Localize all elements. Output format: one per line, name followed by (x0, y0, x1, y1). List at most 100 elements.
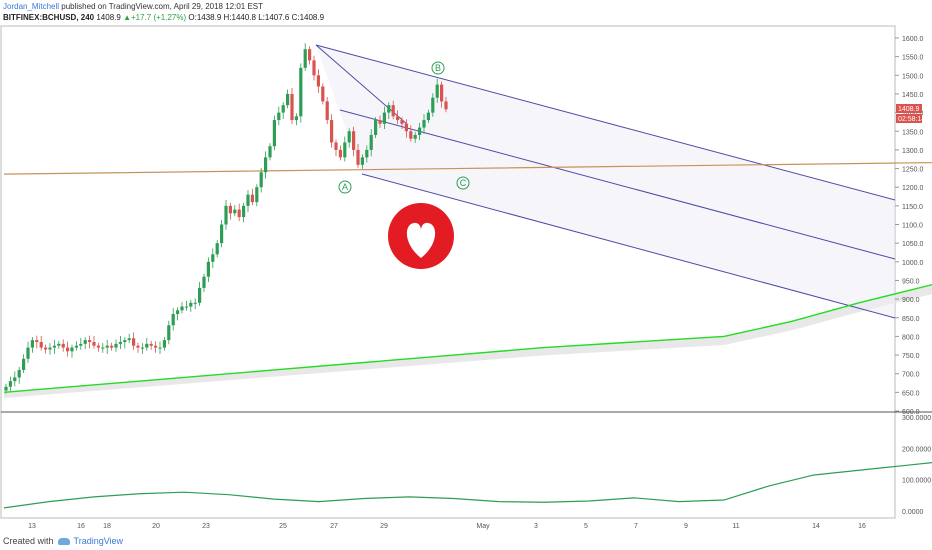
price-axis[interactable]: 1600.01550.01500.01450.01400.01350.01300… (895, 36, 924, 416)
candle-body (264, 157, 268, 173)
price-tick-label: 1200.0 (902, 185, 924, 192)
candle-body (352, 131, 356, 150)
candle-body (286, 93, 290, 106)
candle-body (96, 345, 100, 348)
price-tick-label: 1100.0 (902, 223, 923, 230)
pitchfork-drawing (315, 44, 896, 319)
candle-body (347, 131, 351, 143)
chart-header-line-1: Jordan_Mitchell published on TradingView… (3, 1, 263, 12)
candle-body (8, 381, 12, 387)
candle-body (114, 343, 118, 348)
candle-body (338, 149, 342, 158)
candle-body (246, 194, 250, 206)
time-axis[interactable]: 13 16 18 20 23 25 27 29 May 3 5 7 9 11 14 16 (28, 523, 866, 530)
candle-body (145, 343, 149, 348)
candle-body (250, 194, 254, 203)
candle-body (180, 306, 184, 311)
candle-body (88, 340, 92, 342)
price-tick-label: 650.0 (902, 390, 920, 397)
candle-body (435, 84, 439, 98)
annotation-b: B (431, 61, 445, 75)
candle-body (268, 146, 272, 158)
svg-text:C: C (460, 178, 467, 188)
candle-body (259, 172, 263, 188)
candle-body (176, 310, 180, 315)
candle-body (17, 369, 21, 378)
candle-body (334, 142, 338, 150)
time-tick-label: 25 (279, 523, 287, 530)
candle-body (281, 105, 285, 113)
price-tick-label: 1000.0 (902, 260, 924, 267)
time-tick-label: 18 (103, 523, 111, 530)
candle-body (158, 347, 162, 349)
candle-body (220, 224, 224, 244)
ema-polyline (3, 283, 932, 394)
time-tick-label: 16 (77, 523, 85, 530)
svg-text:A: A (342, 182, 348, 192)
chart-header-line-2: BITFINEX:BCHUSD, 240 1408.9 ▲+17.7 (+1.2… (3, 12, 324, 23)
candle-body (321, 86, 325, 102)
candle-body (396, 116, 400, 121)
candle-body (74, 345, 78, 348)
candle-body (215, 243, 219, 255)
candle-body (92, 341, 96, 346)
indicator-tick-label: 200.0000 (902, 446, 931, 453)
candle-body (83, 340, 87, 344)
candle-body (189, 302, 193, 307)
candle-body (26, 347, 30, 359)
candle-body (167, 325, 171, 341)
price-tick-label: 1150.0 (902, 204, 923, 211)
annotation-a: A (338, 180, 352, 194)
indicator-axis[interactable]: 300.0000 200.0000 100.0000 0.0000 (902, 415, 931, 516)
candle-body (387, 105, 391, 113)
time-tick-label: 3 (534, 523, 538, 530)
time-tick-label: 9 (684, 523, 688, 530)
last-price-tag-label: 1408.9 (898, 106, 920, 113)
candle-body (369, 134, 373, 150)
price-tick-label: 900.0 (902, 297, 920, 304)
candle-body (4, 386, 8, 391)
author-link[interactable]: Jordan_Mitchell (3, 2, 60, 11)
price-tick-label: 1600.0 (902, 36, 924, 43)
candle-body (343, 142, 347, 158)
candle-body (360, 157, 364, 165)
indicator-pane-frame (0, 411, 896, 519)
candle-body (290, 93, 294, 121)
candle-body (444, 101, 448, 110)
indicator-tick-label: 100.0000 (902, 478, 931, 485)
candle-body (409, 131, 413, 139)
price-tick-label: 1450.0 (902, 92, 924, 99)
time-tick-label: 14 (812, 523, 820, 530)
candle-body (162, 340, 166, 348)
candle-body (299, 67, 303, 117)
tradingview-brand-link[interactable]: TradingView (73, 536, 124, 546)
candle-body (418, 127, 422, 135)
candle-body (123, 340, 127, 342)
candle-body (312, 60, 316, 76)
candle-body (140, 347, 144, 349)
candle-body (57, 343, 61, 346)
price-tick-label: 750.0 (902, 353, 920, 360)
candle-body (303, 49, 307, 68)
price-tick-label: 1550.0 (902, 55, 924, 62)
candle-body (426, 112, 430, 121)
candle-body (70, 347, 74, 352)
candle-body (294, 116, 298, 121)
candle-body (66, 347, 70, 352)
last-price-text: 1408.9 (96, 13, 121, 22)
price-tick-label: 800.0 (902, 334, 920, 341)
candle-body (118, 341, 122, 344)
candle-body (325, 101, 329, 121)
price-tick-label: 850.0 (902, 316, 920, 323)
time-tick-label: 27 (330, 523, 338, 530)
svg-text:B: B (435, 63, 441, 73)
time-tick-label: 5 (584, 523, 588, 530)
candle-body (431, 97, 435, 113)
candle-body (39, 341, 43, 348)
candle-body (184, 306, 188, 308)
candle-body (316, 75, 320, 87)
heart-badge[interactable] (388, 203, 454, 269)
candle-body (127, 338, 131, 341)
candle-body (422, 120, 426, 128)
